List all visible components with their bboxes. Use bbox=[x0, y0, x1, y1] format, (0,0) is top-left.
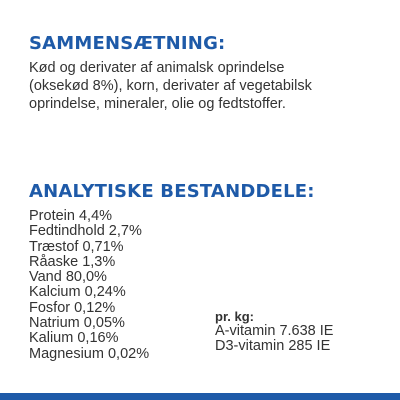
per-kg-block: pr. kg: A-vitamin 7.638 IE D3-vitamin 28… bbox=[215, 310, 333, 355]
analytic-heading: ANALYTISKE BESTANDDELE: bbox=[29, 181, 315, 202]
per-kg-item-vitamin-a: A-vitamin 7.638 IE bbox=[215, 323, 334, 339]
analytic-item-magnesium: Magnesium 0,02% bbox=[29, 345, 150, 362]
analytic-item-phosphorus: Fosfor 0,12% bbox=[29, 299, 116, 316]
composition-line: Kød og derivater af animalsk oprindelse bbox=[29, 60, 285, 76]
analytic-item-fat: Fedtindhold 2,7% bbox=[29, 223, 142, 240]
per-kg-label: pr. kg: bbox=[215, 309, 255, 324]
per-kg-list: A-vitamin 7.638 IE D3-vitamin 285 IE bbox=[215, 323, 334, 355]
composition-heading: SAMMENSÆTNING: bbox=[29, 33, 226, 54]
analytic-item-protein: Protein 4,4% bbox=[29, 208, 113, 224]
per-kg-item-vitamin-d3: D3-vitamin 285 IE bbox=[215, 338, 331, 355]
analytic-item-sodium: Natrium 0,05% bbox=[29, 315, 125, 332]
bottom-accent-bar bbox=[0, 393, 400, 400]
composition-line: oprindelse, mineraler, olie og fedtstoff… bbox=[29, 96, 286, 112]
analytic-list: Protein 4,4% Fedtindhold 2,7% Træstof 0,… bbox=[29, 208, 150, 362]
composition-text: Kød og derivater af animalsk oprindelse … bbox=[29, 59, 389, 113]
analytic-item-ash: Råaske 1,3% bbox=[29, 253, 116, 270]
analytic-item-water: Vand 80,0% bbox=[29, 269, 107, 286]
composition-line: (oksekød 8%), korn, derivater af vegetab… bbox=[29, 78, 312, 94]
analytic-item-calcium: Kalcium 0,24% bbox=[29, 284, 126, 301]
analytic-item-potassium: Kalium 0,16% bbox=[29, 330, 119, 347]
analytic-item-fiber: Træstof 0,71% bbox=[29, 238, 124, 255]
